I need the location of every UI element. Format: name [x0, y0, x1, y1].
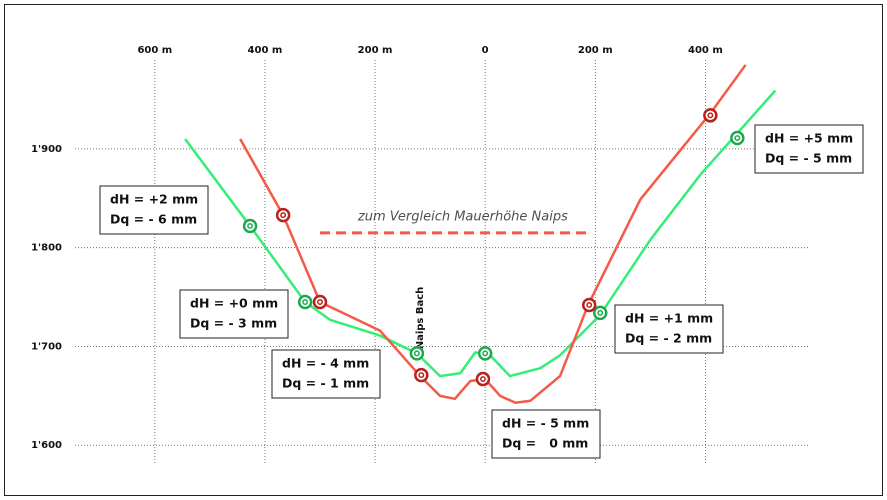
survey-point-core [707, 112, 714, 119]
x-tick-label: 400 m [688, 45, 723, 56]
survey-point-core [734, 135, 741, 141]
survey-point-core [480, 376, 486, 383]
annotation-box [754, 124, 864, 174]
survey-point-core [280, 212, 287, 219]
annotation-text: dH = +0 mm [190, 296, 278, 311]
y-tick-label: 1'900 [31, 144, 62, 155]
annotation-text: dH = +2 mm [110, 192, 198, 207]
survey-point-core [482, 350, 489, 357]
survey-point-core [418, 372, 425, 379]
annotation-text: Dq = - 1 mm [282, 376, 369, 391]
x-tick-label: 200 m [358, 45, 393, 56]
reference-label: zum Vergleich Mauerhöhe Naips [357, 209, 568, 224]
y-tick-label: 1'800 [31, 243, 62, 254]
annotation-text: dH = +5 mm [765, 131, 853, 146]
y-tick-label: 1'700 [31, 341, 62, 352]
annotation-text: dH = - 5 mm [502, 416, 589, 431]
profile-line [184, 89, 777, 378]
survey-point-core [597, 309, 604, 316]
annotation-box [271, 349, 381, 399]
annotation-text: dH = - 4 mm [282, 356, 369, 371]
frame [4, 4, 883, 496]
annotation-box [179, 289, 289, 339]
annotation-text: dH = +1 mm [625, 311, 713, 326]
x-tick-label: 400 m [248, 45, 283, 56]
annotation-box [99, 185, 209, 235]
annotation-box [491, 409, 601, 459]
stream-label: Naips Bach [415, 287, 426, 350]
x-tick-label: 200 m [578, 45, 613, 56]
annotation-text: Dq = - 2 mm [625, 331, 712, 346]
survey-point-core [302, 299, 309, 305]
survey-point-core [413, 350, 420, 357]
survey-point-core [317, 299, 323, 305]
x-tick-label: 0 [482, 45, 489, 56]
annotation-box [614, 304, 724, 354]
survey-point-core [247, 223, 254, 229]
survey-point-core [586, 302, 593, 308]
x-tick-label: 600 m [137, 45, 172, 56]
annotation-text: Dq = - 6 mm [110, 212, 197, 227]
annotation-text: Dq = 0 mm [502, 436, 588, 451]
annotation-text: Dq = - 3 mm [190, 316, 277, 331]
annotation-text: Dq = - 5 mm [765, 151, 852, 166]
y-tick-label: 1'600 [31, 440, 62, 451]
